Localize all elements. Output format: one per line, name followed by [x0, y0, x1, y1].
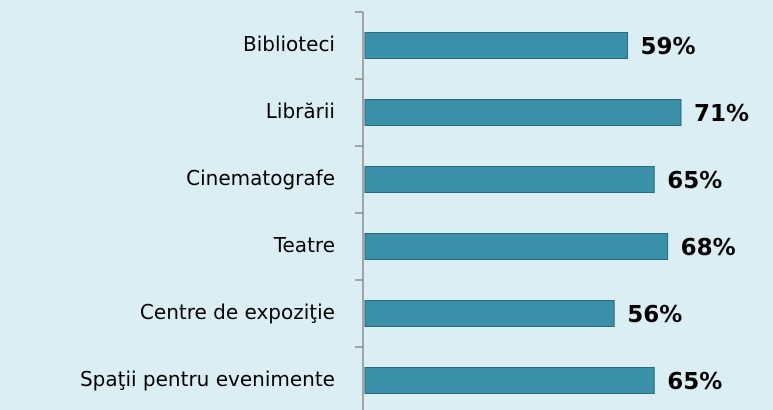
category-label: Teatre — [273, 233, 335, 257]
bar — [364, 166, 655, 193]
category-label: Centre de expoziţie — [140, 300, 335, 324]
bar — [364, 367, 655, 394]
bar — [364, 32, 629, 59]
data-label: 56% — [627, 302, 682, 328]
category-label: Cinematografe — [186, 166, 335, 190]
category-label: Librării — [266, 99, 335, 123]
data-label: 68% — [681, 235, 736, 261]
bar — [364, 99, 682, 126]
bar — [364, 233, 669, 260]
data-label: 59% — [641, 34, 696, 60]
category-label: Biblioteci — [243, 32, 335, 56]
data-label: 71% — [694, 101, 749, 127]
bar — [364, 300, 615, 327]
data-label: 65% — [667, 168, 722, 194]
category-label: Spaţii pentru evenimente — [80, 367, 335, 391]
data-label: 65% — [667, 369, 722, 395]
